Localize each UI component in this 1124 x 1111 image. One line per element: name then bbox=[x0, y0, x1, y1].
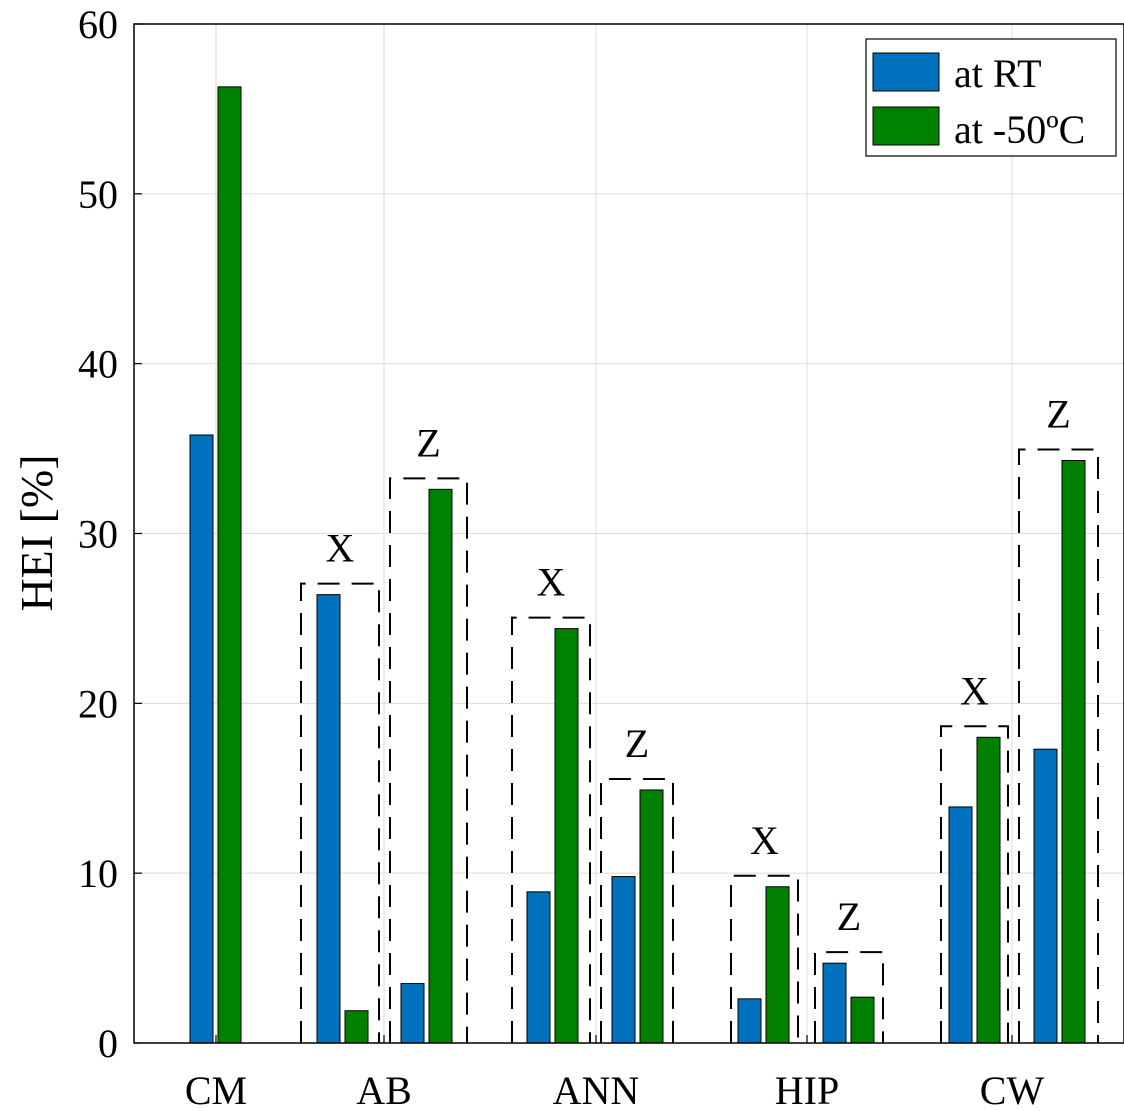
y-tick-label-1: 10 bbox=[78, 851, 118, 896]
dashed-box-cw-z bbox=[1018, 448, 1099, 1043]
bar-hip-x-rt bbox=[737, 998, 762, 1044]
bar-ann-x-rt bbox=[526, 891, 551, 1044]
x-tick-label-hip: HIP bbox=[775, 1068, 839, 1111]
bar-cw-x-cold bbox=[976, 736, 1001, 1044]
bar-ab-z-rt bbox=[400, 983, 425, 1044]
bar-ab-z-cold bbox=[428, 488, 453, 1044]
subgroup-dashed-boxes bbox=[300, 448, 1099, 1043]
bar-ann-z-cold bbox=[639, 789, 664, 1044]
bar-cw-z-cold bbox=[1061, 459, 1086, 1044]
subgroup-label-hip-x: X bbox=[750, 818, 779, 863]
bar-cm-cold bbox=[217, 86, 242, 1044]
dashed-box-cw-x bbox=[940, 725, 1009, 1043]
x-tick-label-ann: ANN bbox=[553, 1068, 640, 1111]
subgroup-label-cw-x: X bbox=[960, 668, 989, 713]
legend-label-rt: at RT bbox=[954, 51, 1042, 96]
dashed-box-ab-x bbox=[300, 582, 380, 1043]
legend-swatch-rt bbox=[872, 52, 940, 92]
y-tick-label-3: 30 bbox=[78, 512, 118, 557]
subgroup-label-cw-z: Z bbox=[1046, 391, 1070, 436]
y-tick-label-0: 0 bbox=[98, 1021, 118, 1066]
dashed-box-ab-z bbox=[389, 477, 468, 1043]
y-tick-labels: 0 10 20 30 40 50 60 bbox=[78, 2, 142, 1066]
legend-label-cold: at -50ºC bbox=[954, 107, 1085, 152]
subgroup-label-hip-z: Z bbox=[837, 894, 861, 939]
y-tick-label-2: 20 bbox=[78, 681, 118, 726]
bar-ann-z-rt bbox=[611, 876, 636, 1044]
y-tick-label-4: 40 bbox=[78, 342, 118, 387]
bar-hip-z-cold bbox=[850, 996, 875, 1044]
bar-ab-x-cold bbox=[344, 1010, 369, 1044]
bar-ann-x-cold bbox=[554, 628, 579, 1044]
x-tick-labels: CM AB ANN HIP CW bbox=[185, 1035, 1045, 1111]
legend-swatch-cold bbox=[872, 106, 940, 146]
y-axis-label: HEI [%] bbox=[11, 454, 62, 611]
dashed-box-hip-x bbox=[730, 874, 799, 1043]
dashed-box-ann-x bbox=[511, 616, 591, 1043]
dashed-box-hip-z bbox=[814, 951, 884, 1043]
bar-hip-z-rt bbox=[822, 962, 847, 1044]
bar-ab-x-rt bbox=[316, 594, 341, 1044]
bar-cm-rt bbox=[189, 434, 214, 1044]
subgroup-label-ann-x: X bbox=[537, 560, 566, 605]
bar-cw-x-rt bbox=[948, 806, 973, 1044]
subgroup-labels: X Z X Z X Z X Z bbox=[326, 391, 1071, 939]
x-tick-label-cw: CW bbox=[980, 1068, 1045, 1111]
subgroup-label-ann-z: Z bbox=[625, 721, 649, 766]
legend: at RT at -50ºC bbox=[865, 38, 1117, 157]
subgroup-label-ab-z: Z bbox=[416, 420, 440, 465]
bar-cw-z-rt bbox=[1033, 748, 1058, 1044]
y-tick-label-6: 60 bbox=[78, 2, 118, 47]
bars bbox=[189, 86, 1086, 1044]
grid-lines bbox=[134, 24, 1124, 1043]
x-tick-label-ab: AB bbox=[356, 1068, 412, 1111]
y-tick-label-5: 50 bbox=[78, 172, 118, 217]
x-tick-label-cm: CM bbox=[185, 1068, 247, 1111]
bar-hip-x-cold bbox=[765, 886, 790, 1044]
subgroup-label-ab-x: X bbox=[326, 526, 355, 571]
